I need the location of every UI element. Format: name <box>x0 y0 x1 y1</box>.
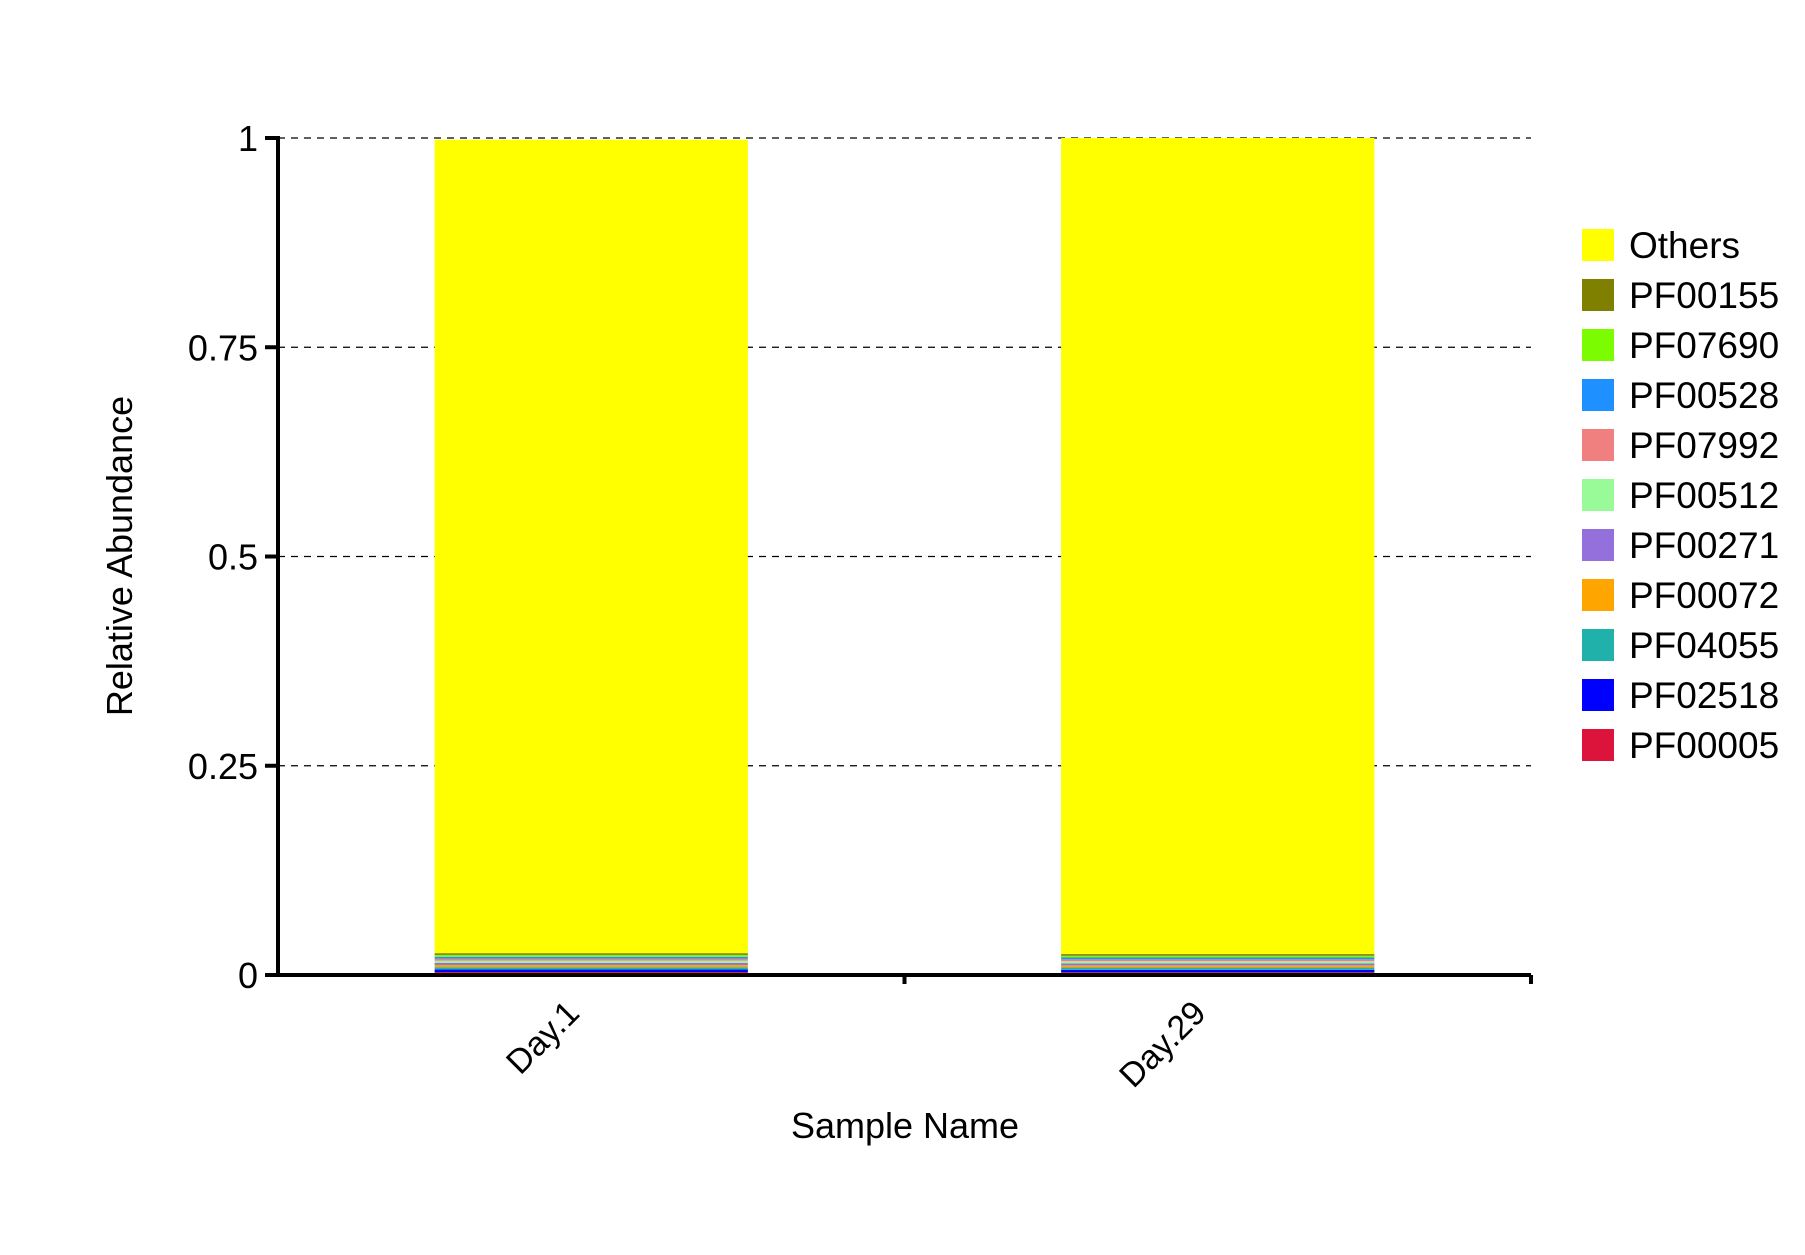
y-tick-label: 0 <box>238 955 258 996</box>
legend-label: PF00005 <box>1629 725 1779 766</box>
legend-label: Others <box>1629 225 1740 266</box>
legend: Others PF00155 PF07690 PF00528 PF07992 PF0051… <box>1582 225 1779 766</box>
bar-segment-pf02518-day29 <box>1061 969 1375 973</box>
bar-segment-pf04055-day1 <box>434 967 748 970</box>
legend-label: PF00155 <box>1629 275 1779 316</box>
legend-swatch <box>1582 429 1614 461</box>
legend-swatch <box>1582 529 1614 561</box>
legend-swatch <box>1582 329 1614 361</box>
bar-segment-pf02518-day1 <box>434 969 748 973</box>
legend-swatch <box>1582 379 1614 411</box>
y-tick-label: 0.5 <box>208 537 258 578</box>
bars <box>434 138 1375 975</box>
legend-label: PF07690 <box>1629 325 1779 366</box>
y-tick-label: 0.75 <box>188 327 258 368</box>
y-tick-label: 0.25 <box>188 746 258 787</box>
bar-segment-pf07992-day1 <box>434 958 748 961</box>
y-axis-title: Relative Abundance <box>99 396 140 716</box>
legend-label: PF04055 <box>1629 625 1779 666</box>
bar-segment-others-day29 <box>1061 138 1375 955</box>
legend-label: PF02518 <box>1629 675 1779 716</box>
legend-label: PF00072 <box>1629 575 1779 616</box>
bar-segment-pf00072-day29 <box>1061 965 1375 968</box>
legend-swatch <box>1582 229 1614 261</box>
legend-label: PF00512 <box>1629 475 1779 516</box>
bar-segment-pf04055-day29 <box>1061 967 1375 970</box>
bar-segment-pf00512-day29 <box>1061 961 1375 964</box>
x-axis-title: Sample Name <box>791 1105 1019 1146</box>
legend-label: PF00271 <box>1629 525 1779 566</box>
legend-swatch <box>1582 629 1614 661</box>
bar-segment-pf00528-day1 <box>434 956 748 959</box>
legend-swatch <box>1582 279 1614 311</box>
y-tick-label: 1 <box>238 118 258 159</box>
bar-segment-pf00271-day29 <box>1061 963 1375 966</box>
legend-swatch <box>1582 579 1614 611</box>
bar-segment-pf07690-day1 <box>434 954 748 957</box>
bar-segment-pf00155-day29 <box>1061 954 1375 956</box>
bar-segment-pf00528-day29 <box>1061 957 1375 960</box>
legend-label: PF00528 <box>1629 375 1779 416</box>
bar-segment-pf07690-day29 <box>1061 955 1375 958</box>
legend-swatch <box>1582 479 1614 511</box>
bar-segment-pf00512-day1 <box>434 960 748 963</box>
axis-labels: Relative Abundance Sample Name <box>99 396 1019 1146</box>
bar-segment-others-day1 <box>434 139 748 954</box>
legend-label: PF07992 <box>1629 425 1779 466</box>
bar-segment-pf00155-day1 <box>434 953 748 955</box>
legend-swatch <box>1582 729 1614 761</box>
bar-segment-pf00072-day1 <box>434 964 748 968</box>
legend-swatch <box>1582 679 1614 711</box>
x-tick-label: Day.29 <box>1112 994 1213 1095</box>
bar-segment-pf00271-day1 <box>434 962 748 965</box>
bar-segment-pf07992-day29 <box>1061 959 1375 962</box>
x-tick-label: Day.1 <box>499 994 587 1082</box>
